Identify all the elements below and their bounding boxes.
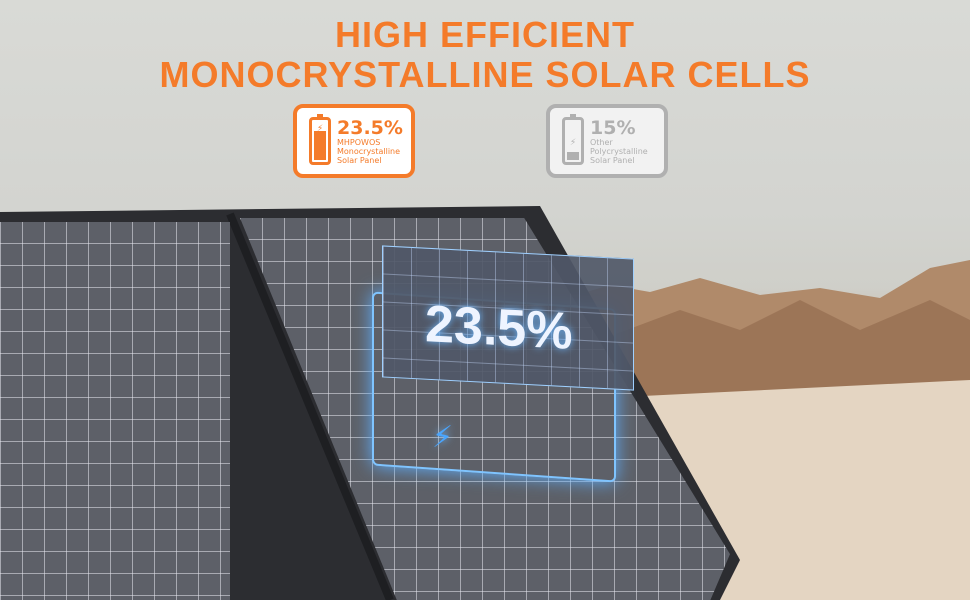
overlay-efficiency: 23.5% xyxy=(425,295,573,361)
headline-line1: HIGH EFFICIENT xyxy=(335,14,635,55)
solar-cells-left xyxy=(0,222,230,600)
badge-percent: 23.5% xyxy=(337,116,403,139)
badge-type: Polycrystalline xyxy=(590,146,648,156)
badge-brand: MHPOWOS xyxy=(337,137,381,147)
badge-product: Solar Panel xyxy=(337,155,382,165)
badge-brand: Other xyxy=(590,137,613,147)
headline-line2: MONOCRYSTALLINE SOLAR CELLS xyxy=(159,54,811,95)
battery-low-icon: ⚡ xyxy=(562,114,584,165)
badge-other: ⚡ 15% Other Polycrystalline Solar Panel xyxy=(546,104,668,178)
badge-mhpowos: ⚡ 23.5% MHPOWOS Monocrystalline Solar Pa… xyxy=(293,104,415,178)
badge-product: Solar Panel xyxy=(590,155,635,165)
battery-charging-icon: ⚡ xyxy=(309,114,331,165)
lightning-bolt-icon: ⚡ xyxy=(432,420,454,455)
badge-percent: 15% xyxy=(590,116,636,139)
badge-type: Monocrystalline xyxy=(337,146,401,156)
